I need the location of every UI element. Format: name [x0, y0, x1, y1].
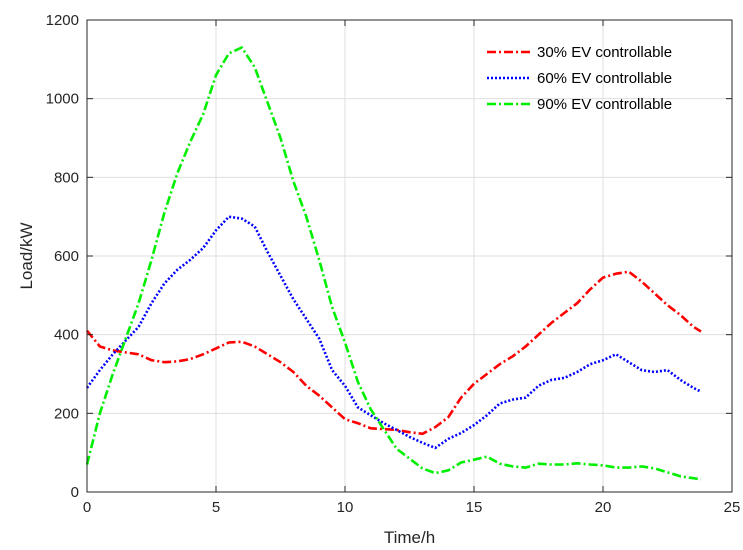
series-line-1	[85, 215, 702, 450]
y-axis-label: Load/kW	[17, 222, 36, 289]
y-tick-label: 400	[54, 327, 79, 344]
series-line-0	[85, 270, 702, 436]
y-tick-label: 200	[54, 405, 79, 422]
x-tick-label: 0	[83, 499, 91, 516]
y-tick-label: 0	[71, 484, 79, 501]
x-axis-label: Time/h	[384, 528, 435, 547]
axis-ticks: 0 5 10 15 20 25 0 200 400 600 800 1000 1200	[46, 12, 741, 516]
legend-label-0: 30% EV controllable	[537, 44, 672, 61]
grid	[86, 19, 733, 493]
x-tick-label: 20	[595, 499, 612, 516]
y-tick-label: 800	[54, 169, 79, 186]
x-tick-label: 10	[337, 499, 354, 516]
series-lines	[85, 46, 702, 481]
legend: 30% EV controllable 60% EV controllable 90…	[487, 44, 672, 113]
x-tick-label: 5	[212, 499, 220, 516]
legend-label-2: 90% EV controllable	[537, 96, 672, 113]
x-tick-label: 25	[724, 499, 741, 516]
y-tick-label: 600	[54, 248, 79, 265]
y-tick-label: 1000	[46, 91, 79, 108]
legend-label-1: 60% EV controllable	[537, 70, 672, 87]
x-tick-label: 15	[466, 499, 483, 516]
y-tick-label: 1200	[46, 12, 79, 29]
